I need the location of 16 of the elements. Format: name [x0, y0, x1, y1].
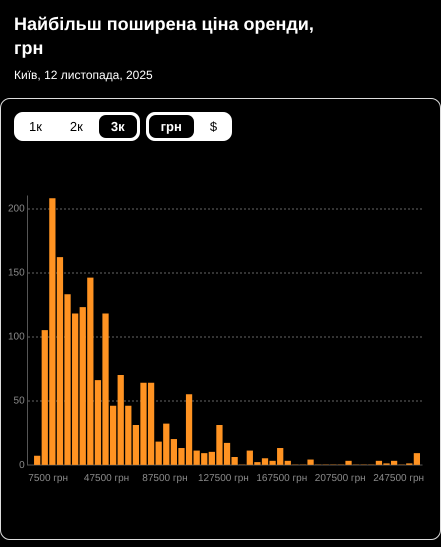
y-tick-label: 100 [8, 332, 26, 343]
y-tick-label: 150 [8, 268, 26, 279]
x-tick-label: 87500 грн [142, 472, 188, 484]
x-tick-label: 47500 грн [84, 472, 130, 484]
x-tick-label: 207500 грн [314, 472, 366, 484]
y-tick-label: 200 [8, 204, 26, 215]
y-tick-label: 50 [14, 396, 26, 407]
chart-title: Найбільш поширена ціна оренди, грн [14, 13, 314, 60]
x-tick-label: 127500 грн [198, 472, 249, 484]
toggle-group: 1к 2к 3к [14, 112, 140, 141]
x-tick-label: 247500 грн [373, 472, 424, 484]
x-tick-label: 7500 грн [28, 472, 68, 484]
toggle-group: грн $ [146, 112, 232, 141]
x-tick-label: 167500 грн [256, 472, 308, 484]
chart-subtitle: Київ, 12 листопада, 2025 [14, 68, 154, 82]
y-tick-label: 0 [19, 460, 26, 471]
